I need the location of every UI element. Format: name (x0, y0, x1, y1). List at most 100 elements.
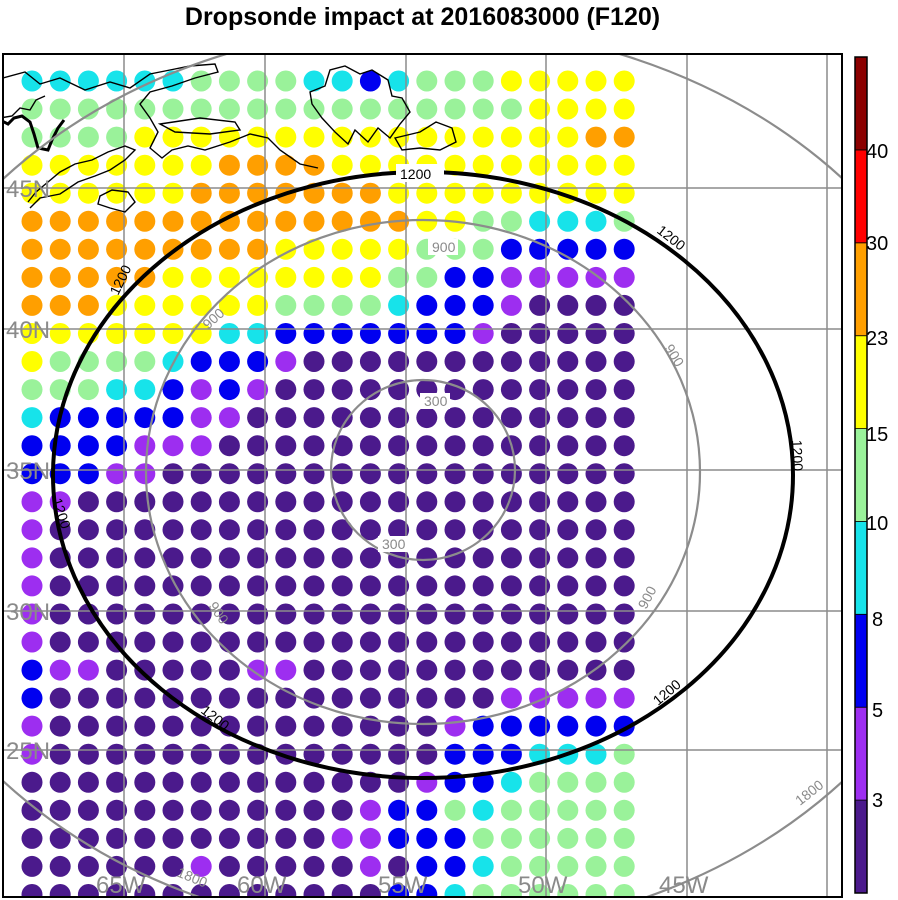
impact-point (500, 238, 522, 260)
impact-point (275, 238, 297, 260)
impact-point (275, 827, 297, 849)
impact-point (190, 266, 212, 288)
impact-point (416, 715, 438, 737)
impact-point (585, 799, 607, 821)
impact-point (49, 70, 71, 92)
impact-point (557, 884, 579, 897)
impact-point (49, 210, 71, 232)
impact-point (613, 294, 635, 316)
impact-point (303, 210, 325, 232)
impact-point (21, 547, 43, 569)
impact-point (303, 266, 325, 288)
impact-point (49, 687, 71, 709)
impact-point (77, 182, 99, 204)
impact-point (613, 266, 635, 288)
impact-point (218, 631, 240, 653)
impact-point (613, 884, 635, 897)
impact-point (77, 266, 99, 288)
impact-point (218, 98, 240, 120)
impact-point (529, 715, 551, 737)
impact-point (529, 631, 551, 653)
impact-point (134, 435, 156, 457)
impact-point (106, 238, 128, 260)
impact-point (331, 827, 353, 849)
impact-point (529, 884, 551, 897)
impact-point (585, 70, 607, 92)
impact-point (247, 98, 269, 120)
impact-point (77, 855, 99, 877)
impact-point (49, 351, 71, 372)
impact-point (416, 547, 438, 569)
impact-point (331, 547, 353, 569)
impact-point (106, 210, 128, 232)
lat-label-30n: 30N (6, 599, 50, 626)
impact-point (529, 154, 551, 176)
impact-point (190, 855, 212, 877)
impact-point (585, 884, 607, 897)
impact-point (359, 603, 381, 625)
impact-point (500, 603, 522, 625)
impact-point (416, 266, 438, 288)
impact-point (218, 379, 240, 401)
impact-point (275, 884, 297, 897)
colorbar-segment (854, 242, 868, 337)
impact-point (303, 603, 325, 625)
impact-point (359, 98, 381, 120)
impact-point (613, 182, 635, 204)
impact-point (106, 379, 128, 401)
impact-point (529, 70, 551, 92)
impact-point (585, 407, 607, 429)
impact-point (388, 519, 410, 541)
impact-point (21, 70, 43, 92)
impact-point (613, 743, 635, 765)
impact-point (331, 210, 353, 232)
impact-point (162, 855, 184, 877)
impact-point (162, 266, 184, 288)
impact-point (303, 126, 325, 148)
impact-point (416, 855, 438, 877)
map-frame (2, 53, 843, 898)
impact-point (106, 266, 128, 288)
impact-point (444, 266, 466, 288)
impact-point (247, 659, 269, 681)
impact-point (529, 575, 551, 597)
impact-point (134, 126, 156, 148)
impact-point (388, 407, 410, 429)
impact-point (472, 491, 494, 513)
colorbar-segment (854, 521, 868, 615)
impact-point (359, 519, 381, 541)
impact-point (77, 70, 99, 92)
impact-point (529, 98, 551, 120)
impact-point (359, 70, 381, 92)
impact-point (500, 884, 522, 897)
impact-point (416, 631, 438, 653)
impact-point (416, 463, 438, 485)
impact-point (557, 575, 579, 597)
impact-point (500, 294, 522, 316)
impact-point (585, 210, 607, 232)
impact-point (416, 210, 438, 232)
lon-label-45w: 45W (659, 872, 709, 899)
colorbar-segments (854, 56, 868, 894)
impact-point (275, 799, 297, 821)
impact-point (472, 799, 494, 821)
impact-point (134, 659, 156, 681)
impact-point (218, 884, 240, 897)
impact-point (331, 323, 353, 344)
impact-point (303, 70, 325, 92)
impact-point (500, 687, 522, 709)
colorbar: 3 5 8 10 15 23 30 40 (854, 56, 888, 894)
impact-point (331, 126, 353, 148)
impact-point (359, 407, 381, 429)
impact-point (613, 407, 635, 429)
impact-point (613, 547, 635, 569)
impact-point (585, 126, 607, 148)
impact-point (275, 154, 297, 176)
impact-point (190, 154, 212, 176)
impact-point (388, 884, 410, 897)
impact-point (134, 743, 156, 765)
impact-point (134, 323, 156, 344)
impact-point (472, 519, 494, 541)
impact-point (190, 771, 212, 793)
impact-point (416, 771, 438, 793)
